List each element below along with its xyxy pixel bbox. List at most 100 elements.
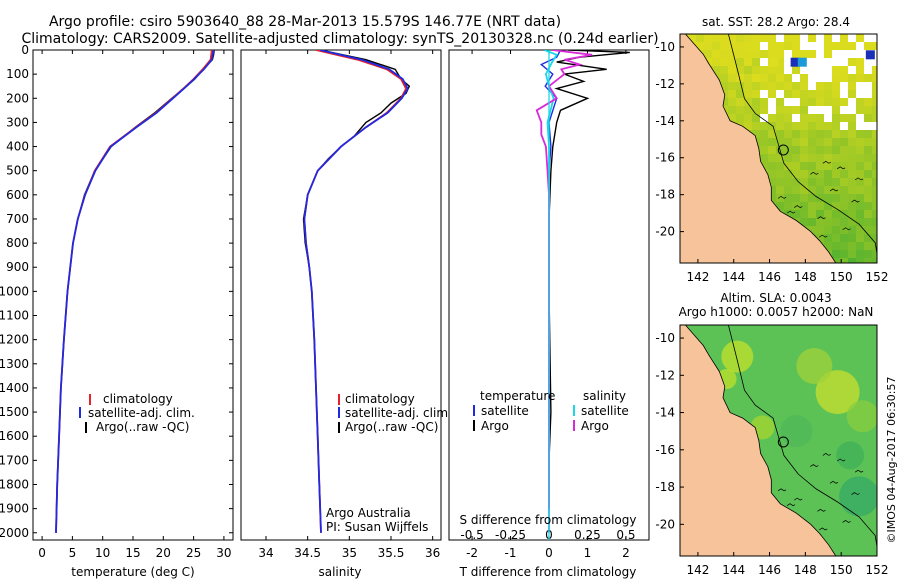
sst-cell (832, 146, 840, 154)
sst-cell (848, 122, 856, 130)
sst-cell (872, 90, 877, 98)
sst-cell (872, 82, 877, 90)
sst-cell (808, 90, 816, 98)
sst-cell (840, 202, 848, 210)
sst-cell (848, 74, 856, 82)
sst-cell (832, 170, 840, 178)
sst-cell (848, 114, 856, 122)
x-tick-label: 35.5 (378, 546, 405, 560)
sla-blob (815, 370, 860, 415)
sst-cell (816, 194, 824, 202)
sst-cell (840, 154, 848, 162)
sst-cell (840, 226, 848, 234)
sst-cell (864, 42, 872, 50)
sst-cell (752, 42, 760, 50)
sst-cell (808, 50, 816, 58)
chart-title-line2: Climatology: CARS2009. Satellite-adjuste… (21, 31, 658, 47)
reef-outline (786, 503, 796, 507)
legend-label-climatology: climatology (345, 392, 415, 406)
depth-tick-label: 1400 (0, 381, 29, 395)
sst-cell (784, 82, 792, 90)
sst-cell (832, 162, 840, 170)
sst-cell (800, 202, 808, 210)
map-x-tick-label: 146 (758, 563, 781, 577)
sst-cell (864, 74, 872, 82)
sst-cell (736, 114, 744, 122)
sst-cell (760, 130, 768, 138)
sst-cell (872, 114, 877, 122)
reef-outline (810, 171, 819, 175)
sla-map-area (680, 325, 877, 556)
reef-outline (854, 177, 864, 181)
sst-cell (872, 218, 877, 226)
sst-cell (808, 226, 816, 234)
sst-cell (784, 178, 792, 186)
sst-cell (872, 250, 877, 258)
sst-cell (816, 170, 824, 178)
sst-cell (856, 170, 864, 178)
sst-cell (872, 242, 877, 250)
sst-cell (720, 82, 728, 90)
sst-cell (744, 114, 752, 122)
reef-outline (842, 520, 851, 523)
x-tick-label: 2 (622, 546, 630, 560)
sst-cell (832, 114, 840, 122)
sst-cell (800, 218, 808, 226)
sst-cell (760, 146, 768, 154)
sst-cell (824, 194, 832, 202)
sst-cell (776, 50, 784, 58)
depth-tick-label: 1800 (0, 477, 29, 491)
sst-cell (848, 226, 856, 234)
depth-tick-label: 1000 (0, 284, 29, 298)
depth-tick-label: 700 (6, 212, 29, 226)
sst-cell (832, 234, 840, 242)
x-tick-label: 0 (545, 546, 553, 560)
sst-cell (856, 226, 864, 234)
sst-cell (768, 170, 776, 178)
sst-cell (768, 146, 776, 154)
reef-outline (851, 199, 860, 203)
pi-label: PI: Susan Wijffels (326, 520, 428, 534)
sst-cell (712, 58, 720, 66)
sst-cell (856, 106, 864, 114)
sla-reefs (777, 452, 864, 531)
sla-argo-position-marker (777, 436, 789, 448)
sst-cell (792, 186, 800, 194)
sst-cell (808, 210, 816, 218)
sst-cell (800, 194, 808, 202)
sst-cell (752, 130, 760, 138)
sst-cell (752, 50, 760, 58)
sst-cell (848, 170, 856, 178)
sst-cell (824, 162, 832, 170)
sst-cell (848, 82, 856, 90)
sst-cell (800, 130, 808, 138)
sla-map-frame (679, 324, 878, 557)
salinity-legend: climatology satellite-adj. clim. Argo(..… (338, 392, 452, 434)
legend-swatch-sal-argo (573, 420, 575, 431)
sst-cell (872, 98, 877, 106)
reef-outline (810, 464, 819, 467)
sst-cell (808, 170, 816, 178)
legend-swatch-argo (338, 422, 340, 433)
sst-cell (872, 106, 877, 114)
legend-label-temp-argo: Argo (481, 419, 509, 433)
legend-title-salinity: salinity (583, 389, 626, 403)
sst-cell (864, 146, 872, 154)
sst-cell (824, 154, 832, 162)
sst-cell (744, 98, 752, 106)
sst-cell (816, 90, 824, 98)
sst-cell (712, 50, 720, 58)
sst-cell (760, 138, 768, 146)
map-x-tick-label: 150 (830, 563, 853, 577)
sst-cell (744, 106, 752, 114)
sst-cell (864, 186, 872, 194)
sst-contour (728, 34, 877, 254)
sst-cell (856, 250, 864, 258)
sst-map-frame (679, 33, 878, 264)
depth-tick-label: 1900 (0, 502, 29, 516)
map-x-tick-label: 146 (758, 270, 781, 284)
sla-blob (839, 476, 877, 517)
sst-cell (736, 106, 744, 114)
sst-cell (784, 42, 792, 50)
legend-label-sal-satellite: satellite (581, 404, 629, 418)
